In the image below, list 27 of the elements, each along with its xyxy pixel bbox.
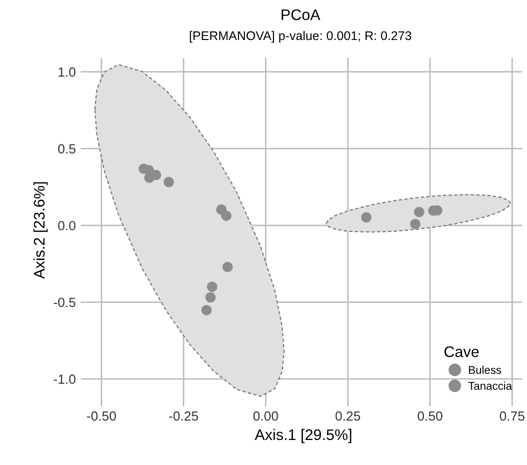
x-tick-label: 0.75 <box>500 411 524 421</box>
point <box>414 206 424 218</box>
point <box>222 262 233 272</box>
x-tick-label: -0.50 <box>86 411 116 421</box>
point <box>361 212 372 223</box>
point <box>221 210 232 221</box>
y-tick-label: 0.0 <box>58 220 76 230</box>
x-tick-label: -0.25 <box>169 411 198 421</box>
point <box>201 305 212 316</box>
point <box>205 292 216 303</box>
y-tick-label: 1.0 <box>58 67 76 77</box>
chart-title: PCoA <box>282 9 320 20</box>
x-tick-label: 0.00 <box>253 411 278 421</box>
y-tick-label: -0.5 <box>54 298 76 308</box>
chart-subtitle: [PERMANOVA] p-value: 0.001; R: 0.273 <box>190 30 412 43</box>
x-tick-label: 0.50 <box>418 411 442 421</box>
point <box>164 176 174 188</box>
legend-label: Tanaccia <box>468 382 512 390</box>
legend-title: Cave <box>444 346 479 358</box>
y-tick-label: -1.0 <box>54 374 76 384</box>
x-tick-label: 0.25 <box>336 411 360 421</box>
x-axis-title: Axis.1 [29.5%] <box>254 428 352 444</box>
legend-label: Buless <box>469 366 502 374</box>
point <box>207 282 218 292</box>
y-axis-title: Axis.2 [23.6%] <box>33 182 48 279</box>
y-tick-label: 0.5 <box>58 144 76 154</box>
point <box>410 218 420 230</box>
